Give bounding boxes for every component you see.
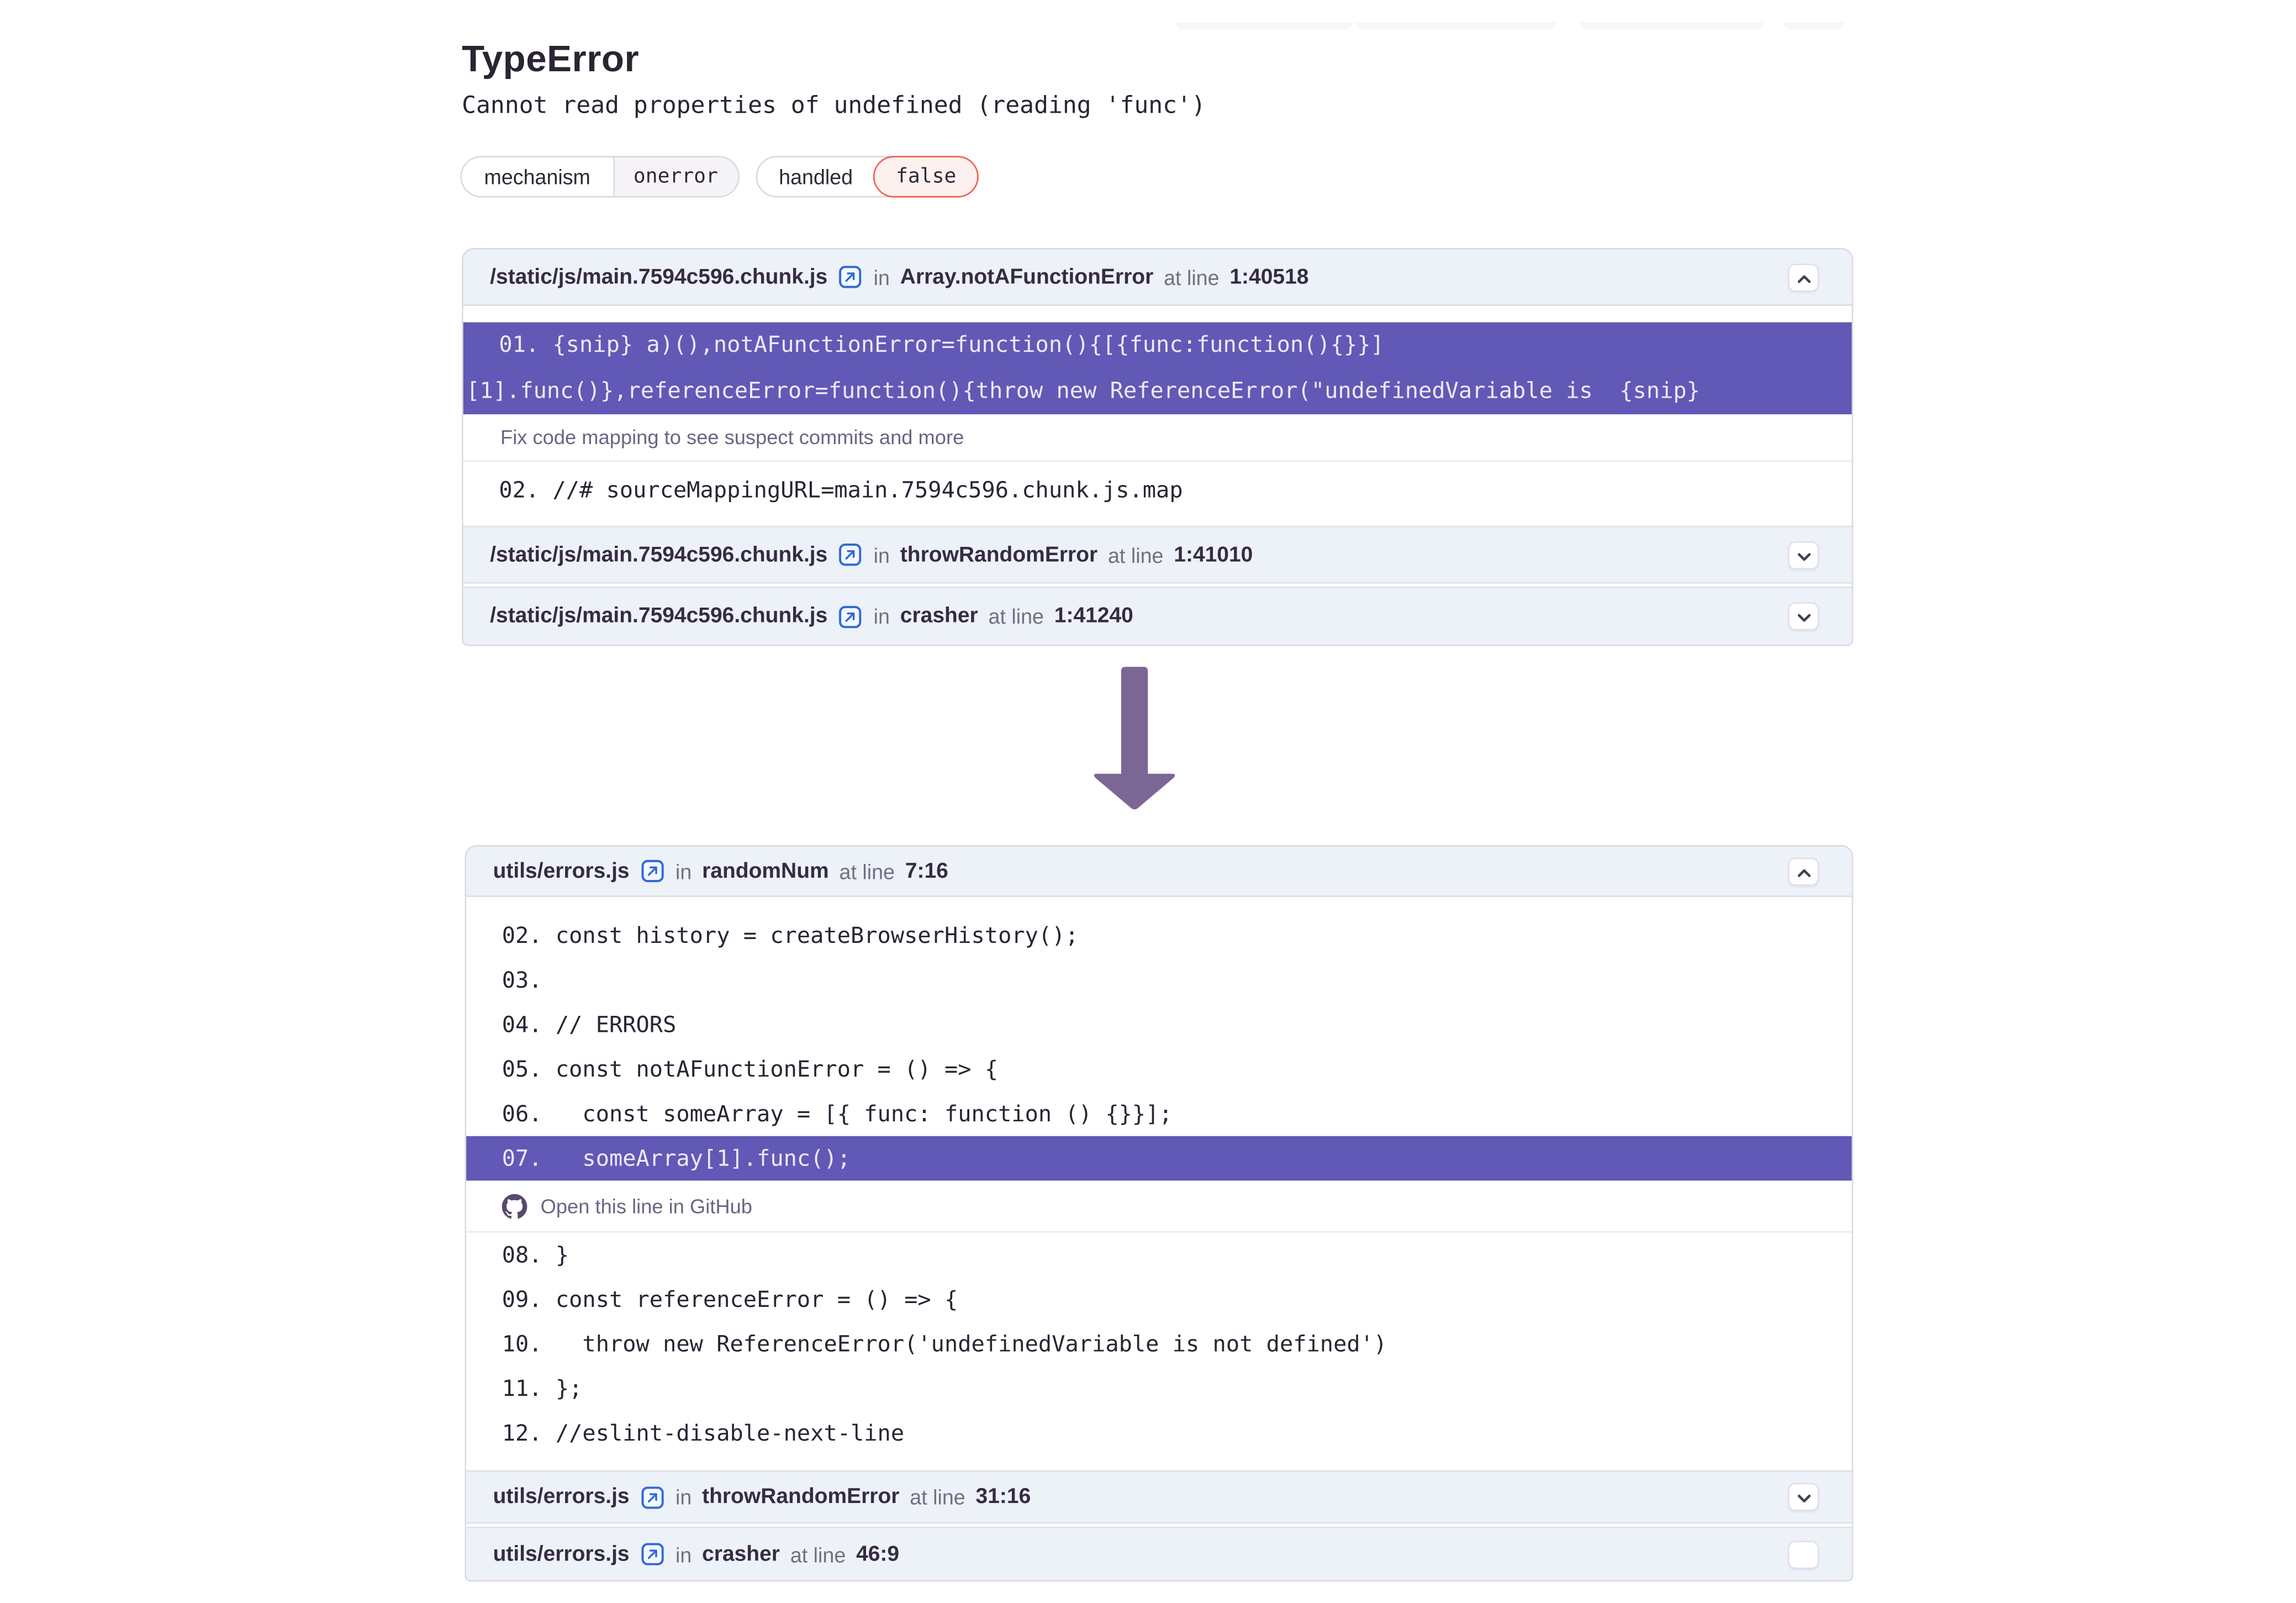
cutoff-pill-fragment <box>1580 22 1763 30</box>
chevron-up-icon <box>1796 266 1811 288</box>
error-message: Cannot read properties of undefined (rea… <box>462 91 1206 119</box>
stack-frame-header[interactable]: /static/js/main.7594c596.chunk.js in Arr… <box>463 249 1852 306</box>
tag-value: false <box>873 156 979 198</box>
chevron-down-icon <box>1796 605 1811 628</box>
open-in-github-label: Open this line in GitHub <box>540 1194 752 1217</box>
code-line: 05. const notAFunctionError = () => { <box>502 1056 999 1083</box>
in-label: in <box>873 265 890 289</box>
frame-line-number: 46:9 <box>856 1542 900 1567</box>
code-line: 09. const referenceError = () => { <box>502 1286 958 1313</box>
code-line-highlighted-wrap: [1].func()},referenceError=function(){th… <box>466 377 1700 404</box>
tag-key: mechanism <box>484 165 590 189</box>
stack-frame-header[interactable]: utils/errors.js in randomNum at line 7:1… <box>466 846 1852 897</box>
tags-row: mechanism onerror handled false <box>460 156 979 198</box>
in-label: in <box>675 1485 692 1509</box>
collapse-frame-button[interactable] <box>1788 262 1819 291</box>
code-line: 11. }; <box>502 1375 583 1402</box>
frame-function: Array.notAFunctionError <box>900 265 1154 289</box>
external-link-icon[interactable] <box>839 266 862 288</box>
frame-file[interactable]: /static/js/main.7594c596.chunk.js <box>490 542 828 567</box>
code-line-highlighted: 07. someArray[1].func(); <box>466 1136 1852 1181</box>
code-line: 06. const someArray = [{ func: function … <box>502 1100 1173 1127</box>
at-line-label: at line <box>910 1485 965 1509</box>
minified-stack-trace-panel: /static/js/main.7594c596.chunk.js in Arr… <box>462 247 1854 646</box>
in-label: in <box>675 859 692 883</box>
error-type-title: TypeError <box>462 38 640 81</box>
at-line-label: at line <box>790 1542 846 1567</box>
open-in-github-link[interactable]: Open this line in GitHub <box>466 1180 1852 1233</box>
stack-frame-header[interactable]: utils/errors.js in throwRandomError at l… <box>466 1470 1852 1524</box>
at-line-label: at line <box>1164 265 1220 289</box>
frame-line-number: 1:41240 <box>1054 604 1133 629</box>
external-link-icon[interactable] <box>641 859 664 882</box>
frame-file[interactable]: utils/errors.js <box>493 859 630 883</box>
cutoff-pill-fragment <box>1176 22 1353 30</box>
spacer <box>463 305 1852 323</box>
source-map-arrow-icon <box>1091 667 1178 820</box>
expand-frame-button[interactable] <box>1788 1540 1819 1569</box>
tag-key: handled <box>779 165 853 189</box>
external-link-icon[interactable] <box>839 605 862 628</box>
code-line: 03. <box>502 967 542 994</box>
frame-file[interactable]: /static/js/main.7594c596.chunk.js <box>490 604 828 629</box>
stack-frame-header[interactable]: /static/js/main.7594c596.chunk.js in cra… <box>463 586 1852 645</box>
at-line-label: at line <box>839 859 895 883</box>
github-icon <box>502 1193 527 1219</box>
code-line: 08. } <box>502 1241 569 1269</box>
tag-handled[interactable]: handled false <box>755 156 979 198</box>
frame-function: crasher <box>702 1542 780 1567</box>
cutoff-pill-fragment <box>1355 22 1556 30</box>
external-link-icon[interactable] <box>641 1485 664 1509</box>
collapse-frame-button[interactable] <box>1788 857 1819 885</box>
frame-function: crasher <box>900 604 978 629</box>
frame-file[interactable]: utils/errors.js <box>493 1485 630 1509</box>
in-label: in <box>873 604 890 629</box>
code-line: 12. //eslint-disable-next-line <box>502 1420 905 1447</box>
code-line: 04. // ERRORS <box>502 1011 677 1038</box>
code-line-highlighted: 01. {snip} a)(),notAFunctionError=functi… <box>499 331 1384 358</box>
chevron-up-icon <box>1796 860 1811 882</box>
code-line: 10. throw new ReferenceError('undefinedV… <box>502 1330 1387 1358</box>
frame-line-number: 1:40518 <box>1229 265 1309 289</box>
code-line: 02. //# sourceMappingURL=main.7594c596.c… <box>499 477 1183 504</box>
cutoff-pill-fragment <box>1783 22 1845 30</box>
source-stack-trace-panel: utils/errors.js in randomNum at line 7:1… <box>465 845 1854 1582</box>
code-context: 02. //# sourceMappingURL=main.7594c596.c… <box>463 462 1852 526</box>
in-label: in <box>675 1542 692 1567</box>
fix-code-mapping-link[interactable]: Fix code mapping to see suspect commits … <box>463 414 1852 462</box>
frame-line-number: 31:16 <box>975 1485 1031 1509</box>
chevron-down-icon <box>1796 1486 1811 1508</box>
frame-function: throwRandomError <box>900 542 1098 567</box>
highlighted-minified-code: 01. {snip} a)(),notAFunctionError=functi… <box>463 322 1852 415</box>
frame-line-number: 1:41010 <box>1174 542 1253 567</box>
code-line: 02. const history = createBrowserHistory… <box>502 922 1079 949</box>
in-label: in <box>873 542 890 567</box>
frame-function: throwRandomError <box>702 1485 900 1509</box>
at-line-label: at line <box>1107 542 1164 567</box>
stack-frame-header[interactable]: /static/js/main.7594c596.chunk.js in thr… <box>463 525 1852 584</box>
expand-frame-button[interactable] <box>1788 540 1819 569</box>
chevron-down-icon <box>1796 1543 1811 1565</box>
expand-frame-button[interactable] <box>1788 1483 1819 1511</box>
expand-frame-button[interactable] <box>1788 602 1819 631</box>
at-line-label: at line <box>988 604 1044 629</box>
frame-function: randomNum <box>702 859 829 883</box>
tag-mechanism[interactable]: mechanism onerror <box>460 156 739 198</box>
tag-value: onerror <box>613 157 737 196</box>
chevron-down-icon <box>1796 544 1811 566</box>
frame-file[interactable]: /static/js/main.7594c596.chunk.js <box>490 265 828 289</box>
external-link-icon[interactable] <box>641 1543 664 1565</box>
code-context: 02. const history = createBrowserHistory… <box>466 897 1852 1470</box>
stack-frame-header[interactable]: utils/errors.js in crasher at line 46:9 <box>466 1526 1852 1580</box>
external-link-icon[interactable] <box>839 544 862 566</box>
frame-file[interactable]: utils/errors.js <box>493 1542 630 1567</box>
frame-line-number: 7:16 <box>905 859 948 883</box>
